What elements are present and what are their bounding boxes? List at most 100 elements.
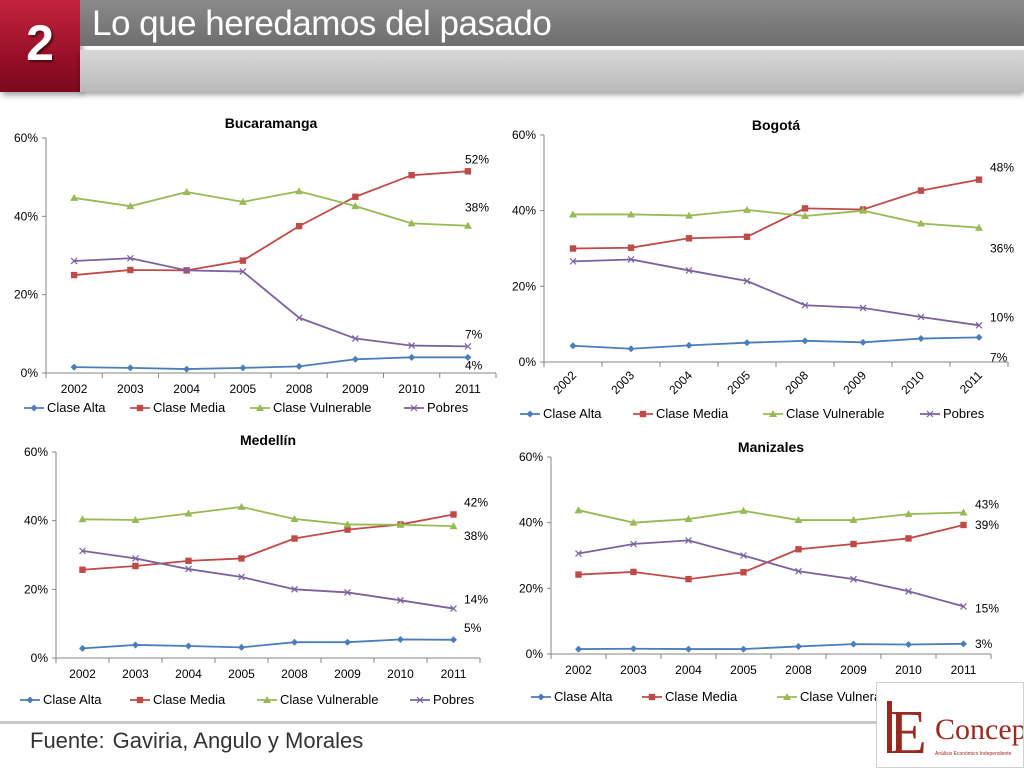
data-point [407,219,416,227]
x-tick-label: 2010 [898,368,927,397]
series-pobres [70,254,472,350]
data-point [70,193,79,201]
y-tick-label: 60% [14,131,38,145]
data-point [794,516,803,524]
data-point [859,338,867,346]
data-point [237,502,246,510]
legend-label: Pobres [433,692,475,707]
chart-title: Manizales [738,439,804,455]
x-tick-label: 2010 [398,382,425,396]
series-line [82,506,454,528]
page-title: Lo que heredamos del pasado [92,4,552,43]
data-point [850,540,857,548]
data-point [185,565,192,573]
legend-item-clase-vulnerable: Clase Vulnerable [250,400,372,415]
legend-marker [30,404,38,412]
legend-label: Clase Media [665,689,738,704]
data-point [352,193,359,200]
chart-svg: Manizales 0% 20% 40% 60% 2002 2003 2004 2005 2008… [519,439,999,704]
y-tick-label: 40% [512,204,536,218]
x-tick-label: 2010 [387,667,414,681]
data-point [464,342,472,350]
data-point [739,506,748,514]
x-tick-label: 2005 [724,368,753,397]
slide-number-badge: 2 [0,0,80,92]
chart-medellin: Medellín 0% 20% 40% 60% 2002 2003 2004 2005 2008 2… [0,425,500,715]
series-clase-alta [79,635,457,652]
data-point [351,335,359,342]
series-clase-vulnerable [70,187,472,229]
series-line [578,524,964,581]
data-point [70,271,78,279]
y-tick-label: 0% [519,355,537,369]
source-note: Fuente: Gaviria, Angulo y Morales [30,728,363,754]
data-point [849,516,858,524]
data-point [126,254,134,262]
data-point [183,365,191,373]
data-point [630,645,637,653]
data-point [959,508,968,516]
data-point [795,642,802,650]
legend-item-clase-alta: Clase Alta [24,400,106,415]
legend-item-clase-vulnerable: Clase Vulnerable [777,689,899,704]
data-point [740,569,747,576]
data-label: 43% [975,497,999,511]
series-line [578,539,964,608]
data-point [904,510,913,518]
x-tick-label: 2005 [228,667,255,681]
data-point [344,588,351,596]
series-line [74,170,468,276]
series-line [73,190,468,227]
data-point [917,313,925,321]
chart-svg: Bogotá 0% 20% 40% 60% 2002 2003 2004 2005 2008 200… [512,117,1014,421]
data-point [238,197,247,205]
legend-item-pobres: Pobres [920,406,985,421]
data-point [801,301,809,309]
y-tick-label: 20% [519,581,543,595]
x-tick-label: 2009 [840,663,867,677]
legend-label: Clase Media [153,692,226,707]
x-tick-label: 2008 [281,667,308,681]
data-point [183,266,191,274]
y-tick-label: 20% [14,288,38,302]
data-point [569,245,577,252]
data-point [627,244,635,251]
logo-letter: E [889,699,927,767]
data-point [126,364,134,372]
x-tick-label: 2004 [173,382,200,396]
data-point [344,638,351,646]
data-point [975,321,983,329]
x-tick-label: 2002 [69,667,96,681]
legend-label: Clase Alta [554,689,613,704]
data-point [685,267,693,274]
data-point [295,222,303,230]
legend-marker [263,696,271,703]
legend-label: Clase Alta [47,400,106,415]
data-point [685,211,693,219]
data-point [685,341,693,349]
legend-marker [769,410,777,417]
data-point [126,202,135,210]
y-tick-label: 0% [21,366,39,380]
data-point [78,515,87,523]
chart-svg: Medellín 0% 20% 40% 60% 2002 2003 2004 2005 2008 2… [20,432,488,707]
series-clase-alta [575,640,967,653]
data-label: 38% [464,529,488,543]
data-point [79,547,86,555]
x-tick-label: 2011 [441,667,467,681]
data-label: 52% [465,152,489,166]
data-point [238,555,245,562]
legend-item-clase-media: Clase Media [642,689,738,704]
data-label: 38% [465,201,489,215]
chart-bogota: Bogotá 0% 20% 40% 60% 2002 2003 2004 2005 2008 200… [500,110,1024,425]
data-point [79,566,86,573]
data-point [132,641,139,649]
data-label: 42% [464,495,488,509]
legend-marker [26,696,34,704]
data-point [960,640,967,648]
data-point [627,256,635,263]
legend-item-clase-alta: Clase Alta [520,406,602,421]
